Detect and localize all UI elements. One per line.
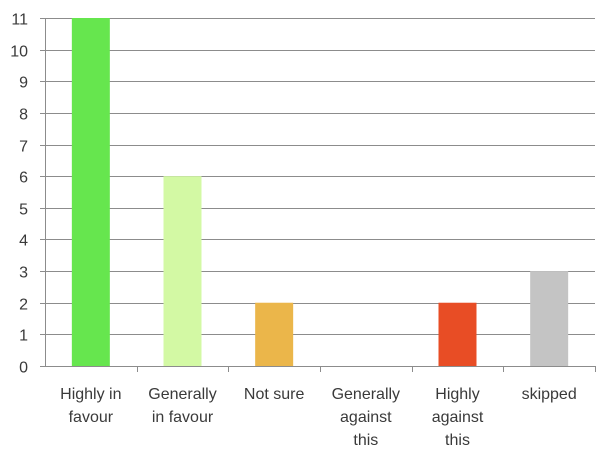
bars [71,18,569,366]
bar [163,176,202,366]
x-category-label-line: this [353,432,378,449]
x-category-label-line: against [340,409,392,426]
x-category-label-line: Highly [435,386,479,403]
y-tick-labels: 0 1 2 3 4 5 6 7 8 9 10 11 [10,12,28,377]
x-category-label-line: Generally [332,386,400,403]
x-category-label: skipped [522,386,577,403]
x-category-label-line: Generally [148,386,216,403]
x-category-label: Highly against this [432,386,484,449]
x-category-label: Generally against this [332,386,400,449]
y-tick-label: 0 [19,360,28,377]
y-tick-label: 2 [19,297,28,314]
y-tick-label: 8 [19,107,28,124]
x-category-label: Generally in favour [148,386,216,426]
y-tick-label: 11 [11,12,28,29]
x-category-label-line: in favour [152,409,214,426]
x-category-labels: Highly in favour Generally in favour Not sur… [60,386,577,449]
x-category-label-line: against [432,409,484,426]
gridlines [45,18,595,335]
x-category-label: Not sure [244,386,305,403]
y-tick-label: 9 [19,75,28,92]
bar [530,271,569,366]
y-tick-label: 5 [19,202,28,219]
x-category-label-line: skipped [522,386,577,403]
bar [71,18,110,366]
y-tick-label: 6 [19,170,28,187]
y-tick-label: 1 [19,328,28,345]
bar [255,302,294,366]
y-tick-label: 4 [19,233,28,250]
x-category-label: Highly in favour [60,386,121,426]
x-category-label-line: Not sure [244,386,305,403]
y-tick-label: 3 [19,265,28,282]
x-category-label-line: Highly in [60,386,121,403]
x-category-label-line: this [445,432,470,449]
y-tick-label: 7 [19,139,28,156]
axes [40,18,596,372]
y-tick-label: 10 [10,44,28,61]
x-category-label-line: favour [69,409,114,426]
bar [438,302,477,366]
